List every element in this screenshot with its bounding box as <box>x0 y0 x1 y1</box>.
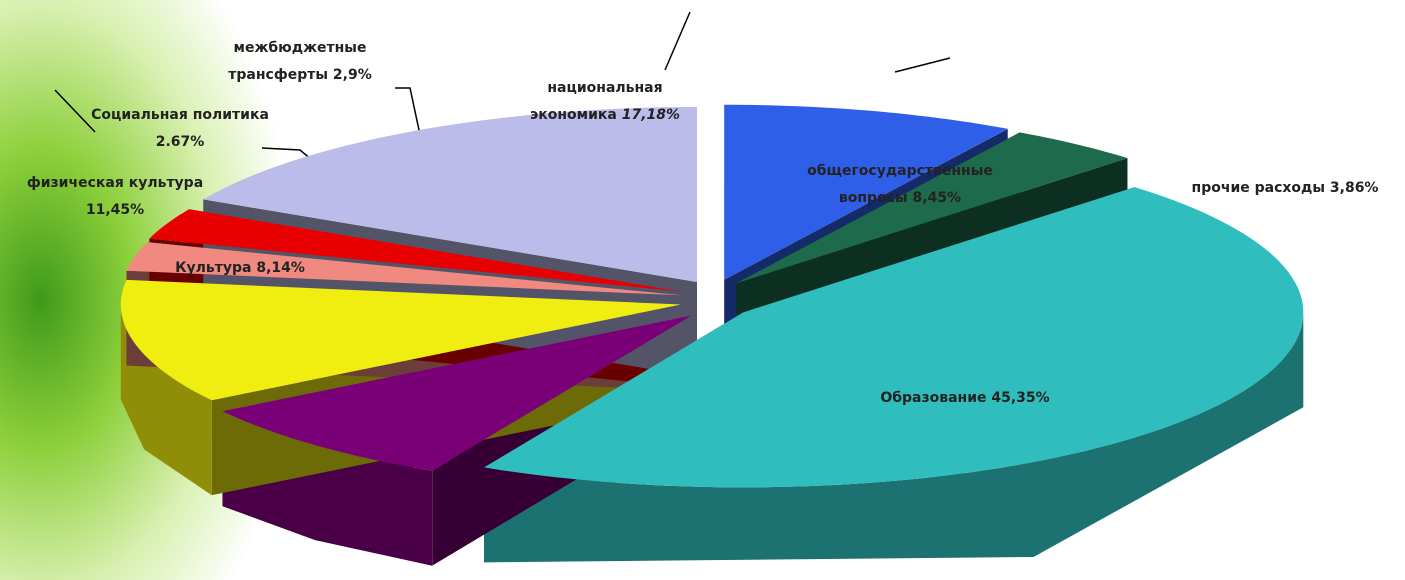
category-label: национальная экономика <box>529 80 663 123</box>
slice <box>203 107 698 282</box>
slice <box>724 104 1008 280</box>
slice-outer-side <box>120 304 212 496</box>
value-label: 11,45% <box>85 202 145 218</box>
category-label: межбюджетные трансферты <box>228 40 367 83</box>
slice <box>126 242 681 296</box>
value-label: 8,14% <box>256 260 305 276</box>
value-label: 8,45% <box>912 190 962 206</box>
slice-label: Образование 45,35% <box>880 385 1050 412</box>
category-label: Социальная политика <box>91 107 269 123</box>
category-label: общегосударственные вопросы <box>807 163 993 206</box>
slice-label: общегосударственные вопросы 8,45% <box>780 158 1020 212</box>
value-label: 2,9% <box>332 67 372 83</box>
value-label: 45,35% <box>991 390 1050 406</box>
slice-label: Социальная политика 2.67% <box>80 102 280 156</box>
slice <box>484 187 1304 488</box>
category-label: Культура <box>175 260 252 276</box>
slice-label: прочие расходы 3,86% <box>1165 175 1405 202</box>
leader-line <box>894 57 951 73</box>
slice-label: физическая культура 11,45% <box>0 170 230 224</box>
value-label: 3,86% <box>1329 180 1379 196</box>
category-label: Образование <box>880 390 987 406</box>
slice-outer-side <box>484 312 1304 563</box>
slice <box>149 209 683 292</box>
slice-label: межбюджетные трансферты 2,9% <box>200 35 400 89</box>
category-label: прочие расходы <box>1191 180 1326 196</box>
category-label: физическая культура <box>26 175 204 191</box>
slice <box>222 315 692 471</box>
slice <box>120 279 681 401</box>
slice <box>736 132 1128 284</box>
value-label: 2.67% <box>155 134 205 150</box>
value-label: 17,18% <box>621 107 681 123</box>
leader-line <box>664 11 691 71</box>
leader-line <box>54 89 96 133</box>
slice-tops <box>120 104 1304 488</box>
slice-label: Культура 8,14% <box>140 255 340 282</box>
slice-label: национальная экономика 17,18% <box>505 75 705 129</box>
